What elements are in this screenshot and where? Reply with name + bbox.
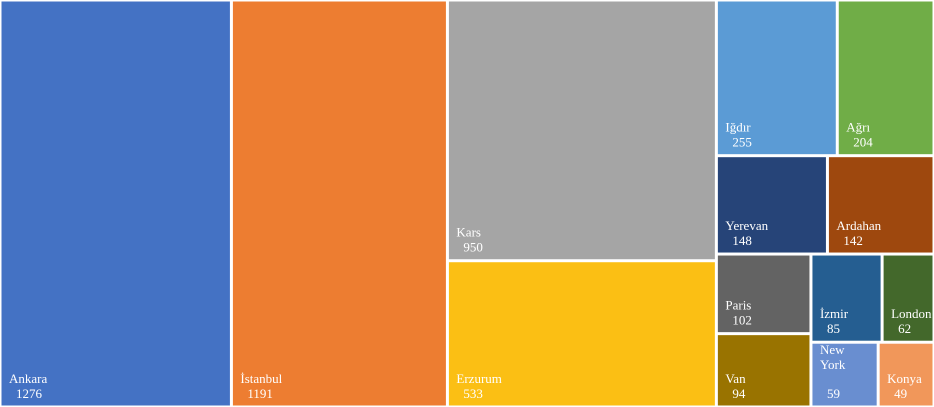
tile-value: 255 [732,135,752,150]
tile-value: 62 [898,321,911,336]
tile-value: 950 [463,240,483,255]
tile [717,335,810,406]
tile-label: Ankara [9,371,47,386]
tile-value: 142 [843,233,863,248]
tile [232,1,446,406]
tile-value: 94 [732,386,746,401]
tile-value: 85 [827,321,840,336]
tile-label: Van [725,371,746,386]
tile [812,343,877,406]
tile-label: Ağrı [846,120,870,135]
tile-value: 102 [732,313,752,328]
tile-value: 533 [463,386,483,401]
tile [812,255,881,341]
tile [717,157,826,253]
tile [828,157,933,253]
tile [448,262,715,406]
tile-value: 59 [827,386,840,401]
tile-value: 204 [853,135,873,150]
tile [883,255,933,341]
tile-value: 148 [732,233,752,248]
tile [448,1,715,260]
tile [1,1,230,406]
tile-value: 1276 [16,386,43,401]
tile-label: Yerevan [725,218,768,233]
tile [717,1,836,155]
tile-label: New York [820,342,846,372]
tile-value: 1191 [247,386,273,401]
tile-label: Kars [456,225,481,240]
tile-label: İstanbul [240,371,282,386]
tile-label: Ardahan [836,218,881,233]
tile-label: Erzurum [456,371,501,386]
tile-label: İzmir [820,306,849,321]
tile-label: Paris [725,298,751,313]
tile [879,343,933,406]
tile [717,255,810,333]
tile-label: Iğdır [725,120,751,135]
tile [838,1,933,155]
tile-label: Konya [887,371,922,386]
tile-label: London [891,306,932,321]
tile-value: 49 [894,386,907,401]
